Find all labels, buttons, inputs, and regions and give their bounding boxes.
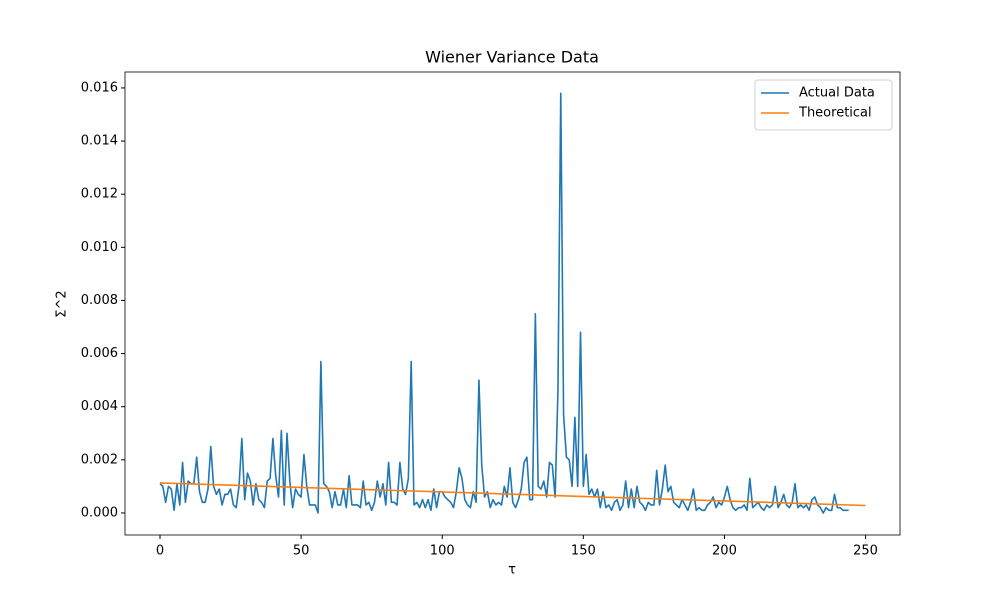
legend-label: Actual Data bbox=[799, 86, 875, 101]
x-tick-label: 50 bbox=[293, 544, 310, 559]
x-axis-label: τ bbox=[508, 563, 516, 578]
y-tick-label: 0.006 bbox=[81, 346, 118, 361]
x-tick-label: 0 bbox=[156, 544, 164, 559]
x-tick-label: 100 bbox=[430, 544, 455, 559]
y-tick-label: 0.014 bbox=[81, 134, 118, 149]
y-tick-label: 0.010 bbox=[81, 240, 118, 255]
legend-box bbox=[754, 79, 893, 131]
y-tick-label: 0.012 bbox=[81, 187, 118, 202]
legend-label: Theoretical bbox=[798, 106, 872, 121]
data-line bbox=[159, 482, 866, 507]
plot-frame bbox=[124, 71, 901, 536]
x-tick-label: 250 bbox=[853, 544, 878, 559]
chart-title: Wiener Variance Data bbox=[425, 48, 599, 67]
x-tick-label: 200 bbox=[712, 544, 737, 559]
x-tick-label: 150 bbox=[571, 544, 596, 559]
y-tick-label: 0.004 bbox=[81, 399, 118, 414]
y-tick-label: 0.000 bbox=[81, 505, 118, 520]
y-tick-label: 0.016 bbox=[81, 80, 118, 95]
y-tick-label: 0.008 bbox=[81, 293, 118, 308]
y-axis-label: Σ^2 bbox=[55, 290, 70, 317]
y-tick-label: 0.002 bbox=[81, 452, 118, 467]
data-line bbox=[159, 92, 849, 514]
